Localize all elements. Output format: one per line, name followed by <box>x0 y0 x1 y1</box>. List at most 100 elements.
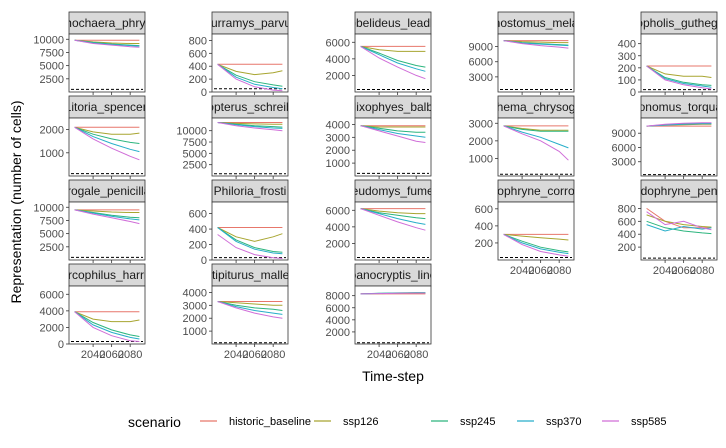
panel-title: Stipiturus_mallee <box>204 268 296 282</box>
series-line-ssp370 <box>217 227 283 255</box>
series-line-ssp585 <box>646 211 712 231</box>
panel-philoria-frosti: Philoria_frosti 0 200 400 600 <box>189 179 289 267</box>
panel-plot-area <box>354 285 432 345</box>
y-tick-label: 5000 <box>40 229 64 241</box>
y-tick-label: 1000 <box>469 153 493 165</box>
y-tick-label: 400 <box>189 224 207 236</box>
series-line-ssp126 <box>503 40 569 44</box>
legend-label: ssp370 <box>546 416 581 428</box>
series-line-ssp585 <box>74 311 140 342</box>
panel-title: opterus_schreib <box>207 100 293 114</box>
panel-phema-chrysoga: phema_chrysoga 1000 2000 3000 <box>469 95 582 179</box>
series-line-ssp126 <box>646 65 712 78</box>
panel-nostomus-mela: nostomus_mela 3000 6000 9000 <box>469 11 575 95</box>
y-tick-label: 400 <box>618 39 636 51</box>
series-line-ssp370 <box>217 301 283 315</box>
panel-ionomus-torqua: ionomus_torqua 3000 6000 9000 <box>612 95 722 179</box>
panels-layer: thochaera_phryg25005000750010000Burramys… <box>33 11 724 361</box>
y-tick-label: 7500 <box>40 215 64 227</box>
panel-title: ionomus_torqua <box>636 100 722 114</box>
series-line-ssp585 <box>217 63 283 92</box>
series-line-ssp126 <box>360 45 426 52</box>
y-tick-label: 800 <box>189 35 207 47</box>
series-line-ssp245 <box>74 126 140 144</box>
panel-plot-area <box>211 33 289 93</box>
panel-title: udophryne_peng <box>634 184 724 198</box>
panel-title: Litoria_spenceri <box>65 100 150 114</box>
series-line-ssp126 <box>74 126 140 135</box>
panel-litoria-spenceri: Litoria_spenceri 1000 2000 <box>40 95 150 179</box>
y-tick-label: 2500 <box>40 242 64 254</box>
series-line-ssp126 <box>360 125 426 128</box>
series-line-ssp370 <box>503 233 569 255</box>
series-line-ssp245 <box>503 233 569 253</box>
x-tick-label: 2040 <box>653 265 677 277</box>
series-line-ssp585 <box>217 122 283 132</box>
series-line-ssp245 <box>360 45 426 68</box>
x-tick-label: 2080 <box>404 349 428 361</box>
y-tick-label: 2000 <box>183 313 207 325</box>
legend-label: ssp126 <box>343 416 378 428</box>
y-tick-label: 4000 <box>326 315 350 327</box>
series-line-ssp585 <box>360 45 426 80</box>
x-tick-label: 2040 <box>367 349 391 361</box>
y-tick-label: 10000 <box>33 202 64 214</box>
series-line-ssp370 <box>360 45 426 72</box>
panel-plot-area <box>640 117 718 177</box>
y-tick-label: 4000 <box>326 222 350 234</box>
y-tick-label: 3000 <box>469 72 493 84</box>
y-tick-label: 0 <box>201 87 207 99</box>
y-tick-label: 200 <box>618 63 636 75</box>
legend-label: historic_baseline <box>229 416 311 428</box>
y-tick-label: 3000 <box>183 300 207 312</box>
series-line-historic-baseline <box>646 207 712 229</box>
x-tick-label: 2080 <box>261 349 285 361</box>
x-tick-label: 2040 <box>510 265 534 277</box>
y-tick-label: 200 <box>475 238 493 250</box>
series-line-ssp370 <box>74 126 140 153</box>
series-line-ssp370 <box>360 125 426 138</box>
panel-plot-area <box>354 33 432 93</box>
y-tick-label: 2500 <box>183 160 207 172</box>
legend-entry-ssp126: ssp126 <box>314 416 378 428</box>
y-tick-label: 10000 <box>176 126 207 138</box>
x-tick-label: 2080 <box>547 265 571 277</box>
panel-title: phema_chrysoga <box>490 100 582 114</box>
y-tick-label: 200 <box>189 240 207 252</box>
series-line-ssp585 <box>217 234 283 259</box>
panel-plot-area <box>497 201 575 261</box>
series-line-ssp245 <box>503 125 569 132</box>
legend-entry-ssp370: ssp370 <box>517 416 581 428</box>
y-tick-label: 600 <box>475 204 493 216</box>
series-line-ssp585 <box>503 233 569 257</box>
y-axis-title: Representation (number of cells) <box>8 100 24 303</box>
y-tick-label: 5000 <box>183 148 207 160</box>
y-tick-label: 200 <box>189 74 207 86</box>
series-line-ssp126 <box>217 63 283 76</box>
series-line-ssp585 <box>74 126 140 161</box>
y-tick-label: 6000 <box>469 57 493 69</box>
series-line-ssp245 <box>646 220 712 235</box>
y-tick-label: 1000 <box>40 148 64 160</box>
x-axis-title: Time-step <box>362 368 424 384</box>
panel-title: trogale_penicilla <box>64 184 151 198</box>
series-line-ssp585 <box>74 39 140 48</box>
y-tick-label: 0 <box>58 339 64 351</box>
legend: scenario historic_baseline ssp126 ssp245 ss… <box>128 414 666 430</box>
panel-title: arcophilus_harris <box>61 268 152 282</box>
x-tick-label: 2060 <box>99 349 123 361</box>
y-tick-label: 7500 <box>183 137 207 149</box>
panel-title: obelideus_leadb <box>349 16 437 30</box>
series-line-ssp585 <box>646 65 712 90</box>
legend-entry-ssp585: ssp585 <box>602 416 666 428</box>
y-tick-label: 600 <box>618 216 636 228</box>
panel-obelideus-leadb: obelideus_leadb 2000 4000 6000 <box>326 11 437 95</box>
y-tick-label: 6000 <box>326 205 350 217</box>
y-tick-label: 4000 <box>40 306 64 318</box>
series-line-ssp126 <box>646 214 712 228</box>
series-line-ssp585 <box>360 208 426 231</box>
